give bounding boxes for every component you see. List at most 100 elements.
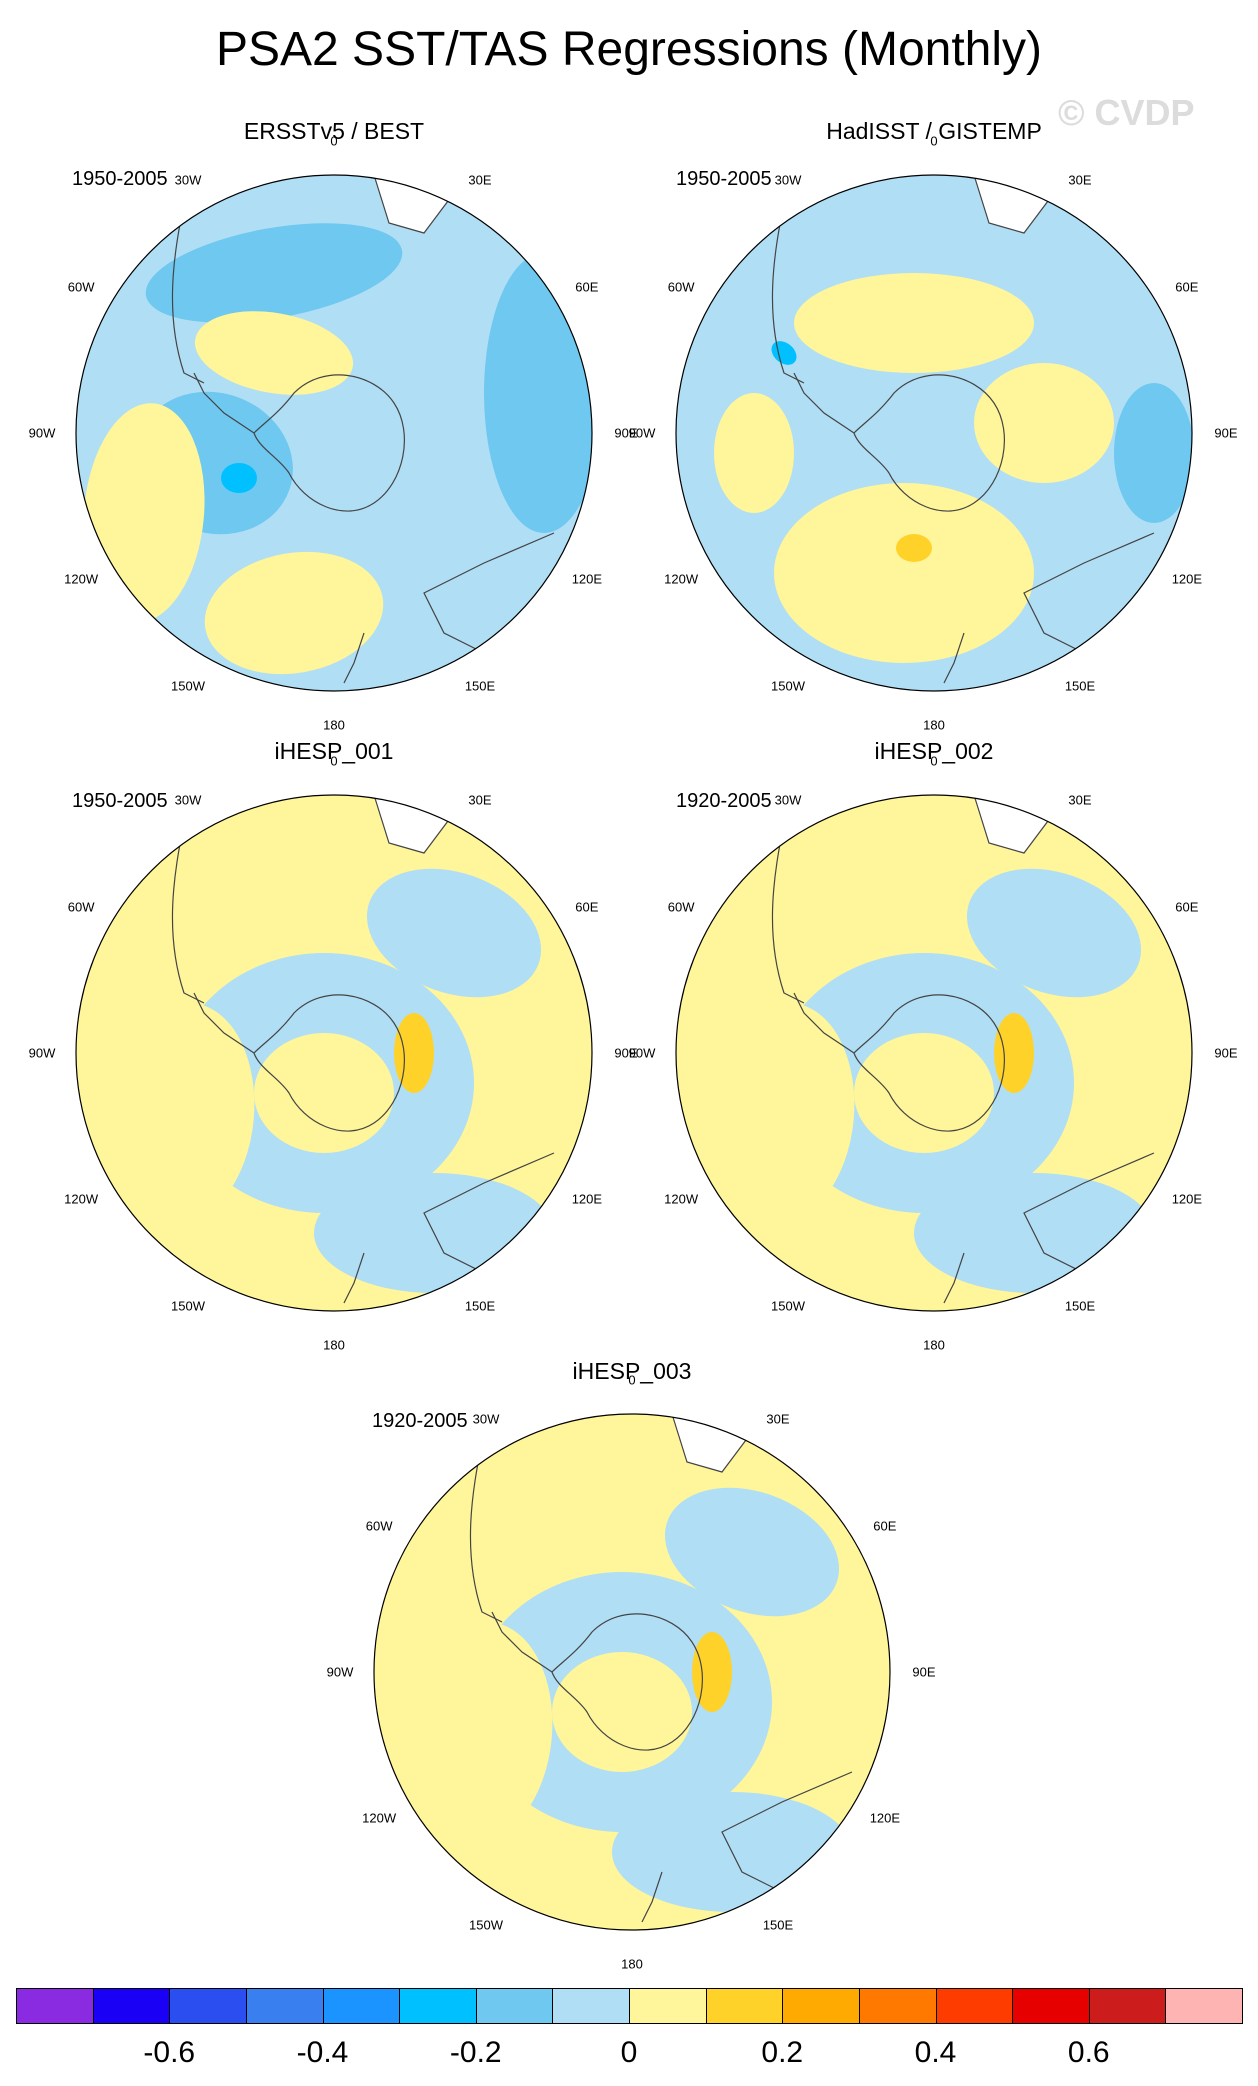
new-zealand-coastline: [343, 632, 365, 684]
colorbar-swatch: [399, 1988, 477, 2024]
longitude-label: 60E: [575, 279, 599, 295]
longitude-label: 30W: [774, 792, 802, 808]
longitude-label: 180: [323, 1337, 345, 1353]
longitude-label: 150E: [1064, 678, 1096, 694]
longitude-label: 30W: [472, 1411, 500, 1427]
colorbar-swatch: [1165, 1988, 1243, 2024]
antarctic-peninsula-coastline: [193, 992, 255, 1054]
antarctic-peninsula-coastline: [491, 1611, 553, 1673]
longitude-label: 60E: [575, 899, 599, 915]
longitude-label: 0: [930, 753, 938, 769]
colorbar-swatch: [92, 1988, 171, 2024]
longitude-label: 90E: [1214, 1045, 1238, 1061]
australia-coastline: [423, 532, 555, 654]
negative-anomaly-region: [366, 868, 542, 998]
longitude-label: 90W: [28, 425, 56, 441]
longitude-label: 30E: [766, 1411, 790, 1427]
longitude-label: 150E: [464, 678, 496, 694]
period-label: 1950-2005: [72, 790, 168, 812]
positive-anomaly-region: [204, 551, 384, 675]
period-label: 1950-2005: [72, 168, 168, 190]
longitude-label: 120W: [664, 1191, 699, 1207]
australia-coastline: [1023, 1152, 1155, 1274]
colorbar-swatch: [705, 1988, 784, 2024]
positive-anomaly-region: [713, 1003, 855, 1223]
longitude-label: 60W: [667, 279, 695, 295]
antarctica-coastline: [253, 374, 405, 512]
panel-title: iHESP_002: [874, 738, 994, 764]
positive-anomaly-region: [254, 1033, 394, 1153]
medium-positive-anomaly: [394, 1013, 434, 1093]
longitude-label: 120E: [571, 571, 603, 587]
panel-title: ERSSTv5 / BEST: [243, 118, 425, 144]
medium-positive-anomaly: [896, 534, 932, 562]
longitude-label: 30W: [174, 792, 202, 808]
longitude-label: 120W: [362, 1810, 397, 1826]
positive-anomaly-region: [411, 1622, 553, 1842]
longitude-label: 120W: [664, 571, 699, 587]
colorbar-swatch: [935, 1988, 1014, 2024]
panel-title: HadISST / GISTEMP: [826, 118, 1042, 144]
australia-coastline: [1023, 532, 1155, 654]
antarctic-peninsula-coastline: [793, 372, 855, 434]
longitude-label: 0: [930, 133, 938, 149]
longitude-label: 60W: [67, 899, 95, 915]
longitude-label: 150E: [762, 1917, 794, 1933]
longitude-label: 150W: [469, 1917, 503, 1933]
antarctica-coastline: [853, 374, 1005, 512]
map-border: [373, 1413, 891, 1931]
period-label: 1950-2005: [676, 168, 772, 190]
longitude-label: 90W: [628, 1045, 656, 1061]
longitude-label: 120E: [571, 1191, 603, 1207]
panel-title: iHESP_003: [572, 1358, 692, 1384]
polar-map: [75, 794, 593, 1312]
polar-map: [675, 174, 1193, 692]
positive-anomaly-region: [794, 273, 1034, 373]
positive-anomaly-region: [714, 393, 794, 513]
longitude-label: 150E: [1064, 1298, 1096, 1314]
longitude-label: 60W: [667, 899, 695, 915]
longitude-label: 30W: [174, 172, 202, 188]
colorbar-swatch: [16, 1988, 94, 2024]
longitude-label: 120E: [1171, 1191, 1203, 1207]
colorbar-swatch: [1088, 1988, 1167, 2024]
longitude-label: 60W: [67, 279, 95, 295]
antarctica-coastline: [551, 1613, 703, 1751]
map-border: [75, 174, 593, 692]
longitude-label: 180: [323, 717, 345, 733]
polar-map: [75, 174, 593, 692]
positive-anomaly-region: [113, 1003, 255, 1223]
colorbar-tick-label: 0.6: [1067, 2036, 1110, 2069]
australia-coastline: [423, 1152, 555, 1274]
strong-negative-anomaly: [221, 463, 257, 493]
period-label: 1920-2005: [676, 790, 772, 812]
longitude-label: 90W: [28, 1045, 56, 1061]
longitude-label: 150W: [771, 678, 805, 694]
colorbar-tick-label: 0.4: [914, 2036, 957, 2069]
positive-anomaly-region: [194, 311, 354, 395]
longitude-label: 0: [628, 1372, 636, 1388]
new-zealand-coastline: [343, 1252, 365, 1304]
positive-anomaly-region: [552, 1652, 692, 1772]
longitude-label: 60E: [1175, 279, 1199, 295]
negative-anomaly-region: [1114, 383, 1192, 523]
negative-anomaly-region: [664, 1487, 840, 1617]
polar-map: [675, 794, 1193, 1312]
longitude-label: 120E: [1171, 571, 1203, 587]
map-border: [675, 174, 1193, 692]
longitude-label: 90E: [614, 1045, 638, 1061]
negative-anomaly-region: [145, 223, 403, 323]
longitude-label: 150W: [171, 678, 205, 694]
colorbar-tick-label: -0.6: [143, 2036, 196, 2069]
antarctica-coastline: [253, 994, 405, 1132]
australia-coastline: [721, 1771, 853, 1893]
new-zealand-coastline: [943, 632, 965, 684]
colorbar-tick-label: 0: [620, 2036, 638, 2069]
longitude-label: 0: [330, 753, 338, 769]
longitude-label: 180: [923, 1337, 945, 1353]
longitude-label: 0: [330, 133, 338, 149]
antarctic-peninsula-coastline: [193, 372, 255, 434]
longitude-label: 90W: [628, 425, 656, 441]
cvdp-watermark: © CVDP: [1058, 92, 1195, 133]
longitude-label: 60W: [365, 1518, 393, 1534]
